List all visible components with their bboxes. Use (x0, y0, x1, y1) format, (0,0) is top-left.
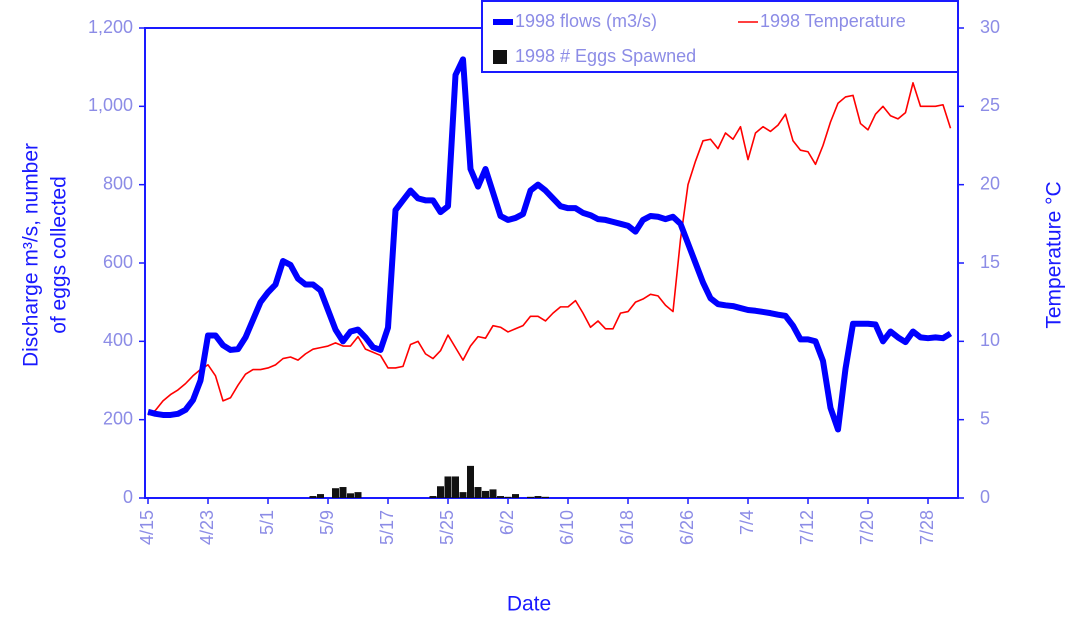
legend-label: 1998 Temperature (760, 11, 906, 31)
bar (489, 489, 497, 498)
y2-tick-label: 5 (980, 408, 990, 428)
x-tick-label: 6/18 (617, 510, 637, 545)
bar (309, 496, 317, 498)
bar (497, 496, 504, 498)
bar (459, 492, 467, 498)
x-tick-label: 7/20 (857, 510, 877, 545)
x-tick-label: 6/10 (557, 510, 577, 545)
bar (534, 496, 542, 498)
y2-tick-label: 10 (980, 330, 1000, 350)
x-tick-label: 6/26 (677, 510, 697, 545)
line (147, 82, 952, 416)
bar (452, 476, 459, 498)
x-tick-label: 7/4 (737, 510, 757, 535)
y-tick-label: 800 (103, 173, 133, 193)
y2-axis-title: Temperature °C (1043, 181, 1066, 328)
bar (527, 496, 534, 498)
bar (317, 494, 324, 498)
x-tick-label: 7/12 (797, 510, 817, 545)
bar (467, 465, 474, 498)
legend-label: 1998 flows (m3/s) (515, 11, 657, 31)
y-tick-label: 0 (123, 487, 133, 507)
y-tick-label: 400 (103, 330, 133, 350)
legend-label: 1998 # Eggs Spawned (515, 46, 696, 66)
x-tick-label: 5/17 (377, 510, 397, 545)
y-axis-title: Discharge m³/s, number (20, 143, 43, 367)
x-axis-title: Date (507, 593, 551, 616)
y-axis-title: of eggs collected (48, 176, 71, 334)
x-tick-label: 5/25 (437, 510, 457, 545)
x-tick-label: 7/28 (917, 510, 937, 545)
y2-tick-label: 0 (980, 487, 990, 507)
bar (512, 494, 519, 498)
legend-swatch (493, 50, 507, 64)
bar (474, 487, 482, 498)
x-tick-label: 4/23 (197, 510, 217, 545)
y-tick-label: 1,000 (88, 95, 133, 115)
x-tick-label: 4/15 (137, 510, 157, 545)
bar (444, 476, 452, 498)
bar (429, 496, 437, 498)
y2-tick-label: 25 (980, 95, 1000, 115)
y2-tick-label: 15 (980, 252, 1000, 272)
bar (542, 496, 549, 498)
y-tick-label: 200 (103, 408, 133, 428)
y-tick-label: 1,200 (88, 17, 133, 37)
bar (339, 487, 347, 498)
bar (437, 486, 444, 498)
y-tick-label: 600 (103, 252, 133, 272)
x-tick-label: 5/1 (257, 510, 277, 535)
line (147, 56, 953, 433)
bar (482, 490, 489, 498)
bar (332, 488, 339, 498)
bar (504, 496, 512, 498)
y2-tick-label: 20 (980, 173, 1000, 193)
x-tick-label: 5/9 (317, 510, 337, 535)
bar (354, 492, 362, 498)
legend-box (481, 0, 959, 73)
y2-tick-label: 30 (980, 17, 1000, 37)
bar (347, 493, 354, 498)
x-tick-label: 6/2 (497, 510, 517, 535)
